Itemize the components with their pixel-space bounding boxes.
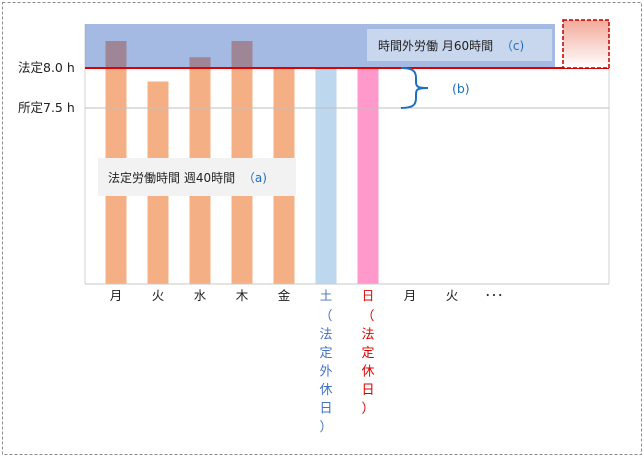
bar-overtime-part bbox=[105, 41, 127, 68]
day-label: 土 bbox=[320, 288, 333, 303]
saturday-sub-label: 日 bbox=[319, 402, 332, 417]
day-labels: 月 火 水 木 金 土 日 月 火 ･･･ bbox=[110, 288, 504, 303]
sunday-sub-label: ） bbox=[361, 402, 374, 417]
excess-box bbox=[562, 19, 610, 69]
monthly-label-text: 時間外労働 月60時間 bbox=[378, 39, 493, 53]
saturday-sub-label: 外 bbox=[319, 365, 332, 380]
day-label: 日 bbox=[362, 288, 375, 303]
monthly-label-mark: （c) bbox=[501, 39, 524, 53]
saturday-sub-label: 休 bbox=[319, 383, 332, 398]
weekly-label-box bbox=[98, 158, 296, 196]
day-label: 金 bbox=[278, 288, 291, 303]
bar-saturday bbox=[315, 68, 337, 284]
weekly-label-text: 法定労働時間 週40時間 bbox=[108, 170, 235, 185]
day-label: 月 bbox=[404, 288, 417, 303]
sunday-sub-label: 休 bbox=[361, 365, 374, 380]
saturday-sub-label: （ bbox=[319, 309, 332, 324]
sunday-sub-label: （ bbox=[361, 309, 374, 324]
weekly-label: 法定労働時間 週40時間 （a) bbox=[108, 170, 267, 185]
bar-overtime-part bbox=[231, 41, 253, 68]
monthly-label: 時間外労働 月60時間 （c) bbox=[378, 39, 524, 53]
day-label: 木 bbox=[236, 288, 249, 303]
outer-border bbox=[2, 2, 642, 455]
sunday-sub-label: 日 bbox=[361, 383, 374, 398]
sunday-sub-label: 法 bbox=[361, 328, 374, 343]
monthly-label-box bbox=[367, 29, 552, 61]
day-label: 火 bbox=[446, 288, 459, 303]
day-label: 火 bbox=[152, 288, 165, 303]
saturday-sub-label: 定 bbox=[319, 346, 332, 361]
day-label: 月 bbox=[110, 288, 123, 303]
brace-b bbox=[400, 67, 429, 109]
saturday-sub-label: 法 bbox=[319, 328, 332, 343]
day-label: 水 bbox=[194, 288, 207, 303]
sunday-sub-label: 定 bbox=[361, 346, 374, 361]
scheduled-hours-label: 所定7.5 h bbox=[18, 100, 75, 115]
weekly-label-mark: （a) bbox=[243, 171, 267, 185]
bar-sunday bbox=[357, 68, 379, 284]
legal-hours-label: 法定8.0 h bbox=[18, 60, 75, 75]
day-label: ･･･ bbox=[485, 288, 504, 303]
gap-label: (b) bbox=[452, 81, 470, 96]
saturday-sub-label: ） bbox=[319, 420, 332, 435]
bar-overtime-part bbox=[189, 57, 211, 68]
